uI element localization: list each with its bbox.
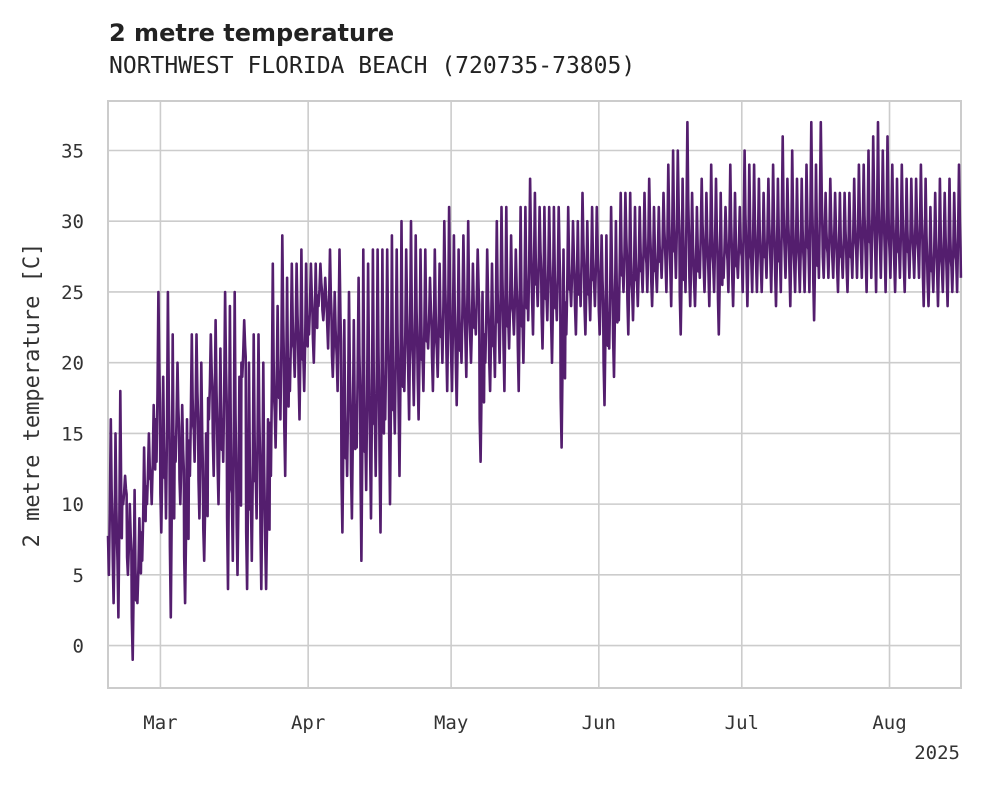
y-tick-label: 5: [73, 565, 84, 587]
y-tick-label: 20: [61, 353, 84, 375]
chart-subtitle: NORTHWEST FLORIDA BEACH (720735-73805): [109, 53, 635, 79]
x-tick-label: Mar: [143, 712, 177, 734]
y-axis-ticks: 0 5 10 15 20 25 30 35: [61, 141, 84, 658]
y-axis-label: 2 metre temperature [C]: [20, 243, 45, 548]
y-tick-label: 30: [61, 211, 84, 233]
series-layer: [106, 120, 963, 661]
x-axis-ticks: Mar Apr May Jun Jul Aug: [143, 712, 906, 734]
y-tick-label: 35: [61, 141, 84, 163]
x-tick-label: Jul: [725, 712, 759, 734]
x-tick-label: Apr: [291, 712, 325, 734]
y-tick-label: 10: [61, 494, 84, 516]
chart-title: 2 metre temperature: [109, 19, 394, 47]
y-tick-label: 15: [61, 423, 84, 445]
temperature-line: [106, 120, 963, 661]
x-tick-label: May: [434, 712, 468, 734]
y-tick-label: 25: [61, 282, 84, 304]
year-label: 2025: [914, 742, 960, 764]
plot-area: [107, 100, 962, 689]
x-tick-label: Jun: [582, 712, 616, 734]
x-tick-label: Aug: [872, 712, 906, 734]
y-tick-label: 0: [73, 636, 84, 658]
